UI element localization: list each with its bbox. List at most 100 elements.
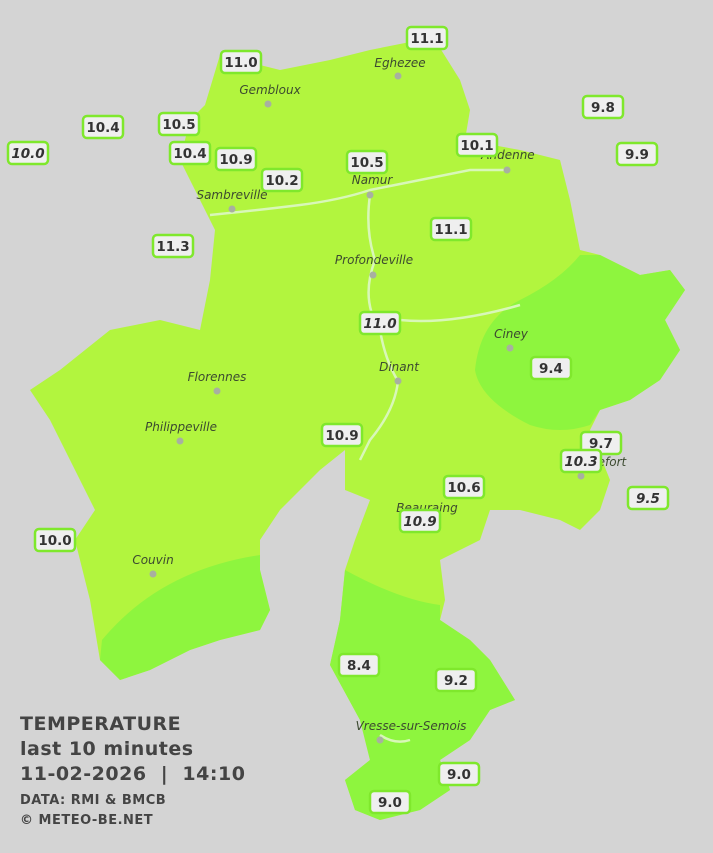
town-label: Philippeville xyxy=(145,420,217,434)
town-label: Ciney xyxy=(494,327,529,341)
station: 10.2 xyxy=(260,167,304,193)
station-value: 9.2 xyxy=(444,673,468,689)
station: 10.5 xyxy=(157,111,201,137)
station-box xyxy=(615,141,659,167)
station-box xyxy=(581,94,625,120)
cool-zone-south xyxy=(330,570,515,820)
station-value: 9.9 xyxy=(625,147,649,163)
station-value: 11.0 xyxy=(224,55,257,71)
station-box xyxy=(455,132,499,158)
station: 10.5 xyxy=(345,149,389,175)
station-box xyxy=(168,140,212,166)
station: 10.1 xyxy=(455,132,499,158)
station-value: 11.1 xyxy=(434,222,467,238)
station-value: 10.1 xyxy=(460,138,493,154)
station-value: 8.4 xyxy=(347,658,371,674)
station-value: 9.7 xyxy=(589,436,613,452)
town-dot xyxy=(176,437,184,445)
station-box xyxy=(434,667,478,693)
town-dot xyxy=(264,100,272,108)
station-box xyxy=(429,216,473,242)
cool-zone-southwest xyxy=(100,555,270,680)
town-dot xyxy=(376,736,384,744)
town-label: Eghezee xyxy=(374,56,425,70)
town-label: Vresse-sur-Semois xyxy=(356,719,467,733)
station: 9.5 xyxy=(626,485,670,511)
station-value: 9.5 xyxy=(636,491,660,507)
town-dot xyxy=(506,344,514,352)
station-value: 10.4 xyxy=(173,146,206,162)
station-value: 10.0 xyxy=(11,146,44,162)
station-value: 11.3 xyxy=(156,239,189,255)
station: 10.0 xyxy=(6,140,50,166)
station: 10.0 xyxy=(33,527,77,553)
station-value: 9.8 xyxy=(591,100,615,116)
town-label: Florennes xyxy=(188,370,247,384)
station-value: 10.9 xyxy=(219,152,252,168)
station-box xyxy=(529,355,573,381)
town-label: Profondeville xyxy=(335,253,413,267)
station-box xyxy=(358,310,402,336)
legend-subtitle: last 10 minutes xyxy=(20,738,194,760)
station-value: 9.4 xyxy=(539,361,563,377)
station-box xyxy=(405,25,449,51)
town-dot xyxy=(394,72,402,80)
station-box xyxy=(81,114,125,140)
station-value: 10.4 xyxy=(86,120,119,136)
station: 11.3 xyxy=(151,233,195,259)
town-label: Namur xyxy=(352,173,394,187)
station-box xyxy=(6,140,50,166)
station: 11.1 xyxy=(429,216,473,242)
station-box xyxy=(320,422,364,448)
town-dot xyxy=(369,271,377,279)
station-box xyxy=(214,146,258,172)
town-dot xyxy=(366,191,374,199)
station: 10.3 xyxy=(559,448,603,474)
station-box xyxy=(626,485,670,511)
station: 10.6 xyxy=(442,474,486,500)
station-box xyxy=(368,789,412,815)
town-dot xyxy=(503,166,511,174)
legend-datetime: 11-02-2026 | 14:10 xyxy=(20,763,245,785)
station: 9.0 xyxy=(368,789,412,815)
station-box xyxy=(157,111,201,137)
station-box xyxy=(398,508,442,534)
station: 10.4 xyxy=(81,114,125,140)
station: 9.4 xyxy=(529,355,573,381)
station: 10.9 xyxy=(214,146,258,172)
station-box xyxy=(559,448,603,474)
station: 11.0 xyxy=(358,310,402,336)
station-value: 10.2 xyxy=(265,173,298,189)
town-dot xyxy=(149,570,157,578)
legend-copyright: © METEO-BE.NET xyxy=(20,813,153,828)
station-box xyxy=(151,233,195,259)
station-value: 11.0 xyxy=(363,316,396,332)
station-value: 10.6 xyxy=(447,480,480,496)
station: 10.9 xyxy=(320,422,364,448)
station-box xyxy=(33,527,77,553)
station: 9.8 xyxy=(581,94,625,120)
station-value: 9.0 xyxy=(447,767,471,783)
cool-zone-east xyxy=(475,255,685,430)
station: 11.0 xyxy=(219,49,263,75)
station-value: 11.1 xyxy=(410,31,443,47)
station: 9.7 xyxy=(579,430,623,456)
station-box xyxy=(260,167,304,193)
station-value: 9.0 xyxy=(378,795,402,811)
station: 9.9 xyxy=(615,141,659,167)
legend-title: TEMPERATURE xyxy=(20,713,181,735)
legend-source: DATA: RMI & BMCB xyxy=(20,793,166,808)
station: 8.4 xyxy=(337,652,381,678)
town-dot xyxy=(213,387,221,395)
town-label: Gembloux xyxy=(239,83,301,97)
station-value: 10.9 xyxy=(403,514,436,530)
town-label: Sambreville xyxy=(196,188,267,202)
station-value: 10.5 xyxy=(162,117,195,133)
town-label: Dinant xyxy=(379,360,420,374)
town-dot xyxy=(228,205,236,213)
station-value: 10.9 xyxy=(325,428,358,444)
town-label: Couvin xyxy=(132,553,173,567)
station: 10.9 xyxy=(398,508,442,534)
station-box xyxy=(345,149,389,175)
station: 10.4 xyxy=(168,140,212,166)
